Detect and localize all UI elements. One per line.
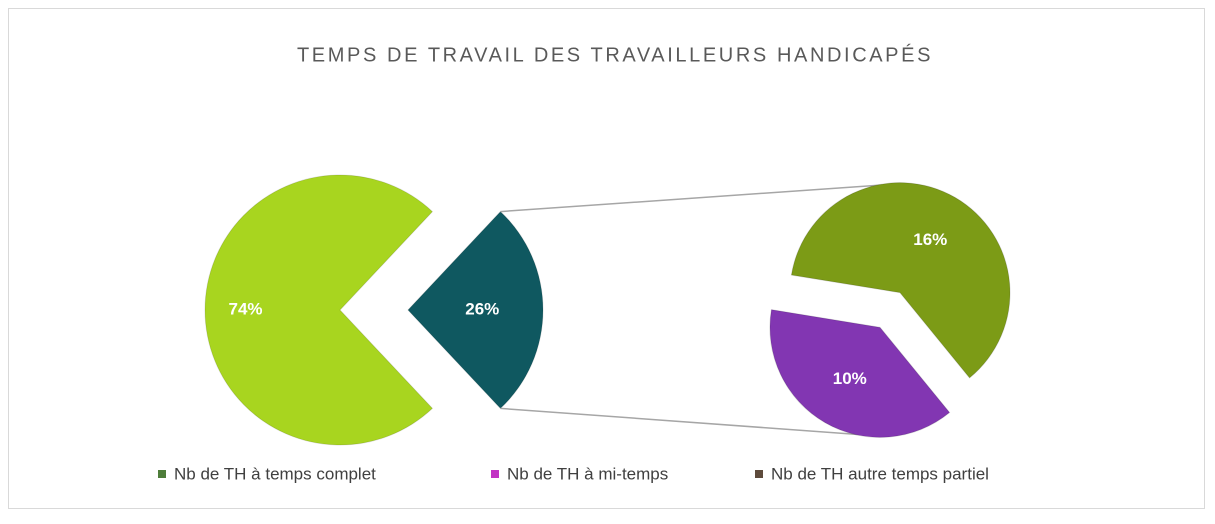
pie-slice (769, 309, 951, 438)
chart-title: TEMPS DE TRAVAIL DES TRAVAILLEURS HANDIC… (297, 43, 933, 66)
slice-label: 16% (913, 230, 947, 249)
pie-slice (790, 182, 1011, 379)
slice-label: 10% (833, 369, 867, 388)
legend-swatch (491, 470, 499, 478)
legend-swatch (158, 470, 166, 478)
legend-swatch (755, 470, 763, 478)
legend-text: Nb de TH autre temps partiel (771, 464, 989, 483)
pie-slice (204, 174, 434, 446)
slice-label: 26% (465, 299, 499, 318)
legend-text: Nb de TH à temps complet (174, 464, 376, 483)
legend-text: Nb de TH à mi-temps (507, 464, 668, 483)
connector-line (500, 407, 866, 436)
chart-frame (8, 8, 1205, 509)
connector-line (500, 184, 883, 213)
pie-slice (407, 210, 544, 410)
slice-label: 74% (228, 299, 262, 318)
